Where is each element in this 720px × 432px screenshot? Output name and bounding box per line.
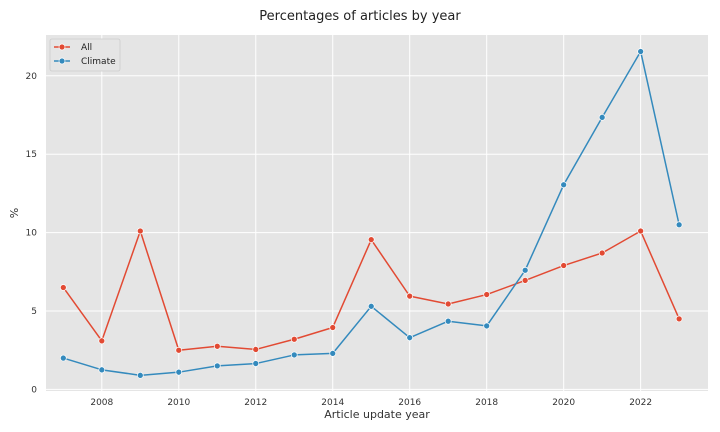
x-tick-label: 2010 xyxy=(167,398,190,408)
data-point-climate xyxy=(252,360,260,367)
data-point-climate xyxy=(637,48,644,55)
data-point-all xyxy=(213,342,221,350)
data-point-all xyxy=(521,277,529,284)
data-point-all xyxy=(252,346,260,353)
data-point-all xyxy=(329,324,337,331)
x-tick-label: 2008 xyxy=(90,398,113,408)
data-point-climate xyxy=(136,371,144,379)
data-point-all xyxy=(560,262,568,269)
y-tick-label: 10 xyxy=(26,229,38,239)
data-point-all xyxy=(406,292,414,300)
data-point-climate xyxy=(406,334,414,342)
data-point-all xyxy=(290,335,298,343)
y-tick-label: 15 xyxy=(26,150,37,160)
data-point-all xyxy=(175,346,183,354)
data-point-climate xyxy=(367,302,375,310)
data-point-all xyxy=(59,284,67,291)
data-point-all xyxy=(136,227,144,235)
plot-background xyxy=(46,35,708,391)
data-point-climate xyxy=(59,354,67,362)
data-point-climate xyxy=(290,351,298,359)
x-tick-label: 2012 xyxy=(244,398,267,408)
legend-marker-all xyxy=(58,43,66,51)
x-tick-label: 2020 xyxy=(552,398,575,408)
y-axis-label: % xyxy=(8,208,21,218)
data-point-climate xyxy=(560,181,568,189)
data-point-climate xyxy=(329,350,337,357)
legend-marker-climate xyxy=(58,57,66,65)
data-point-all xyxy=(98,337,106,345)
data-point-all xyxy=(637,227,644,235)
x-axis-label: Article update year xyxy=(324,408,430,421)
y-tick-label: 5 xyxy=(31,307,37,317)
data-point-climate xyxy=(98,366,106,374)
legend-label-climate: Climate xyxy=(81,57,116,67)
tick-labels: 2008 2010 2012 2014 2016 2018 2020 2022 0 5 10 15 20 xyxy=(26,72,653,408)
legend-label-all: All xyxy=(81,43,92,53)
x-tick-label: 2016 xyxy=(398,398,421,408)
data-point-climate xyxy=(521,266,529,274)
y-tick-label: 0 xyxy=(31,385,37,395)
data-point-climate xyxy=(213,362,221,370)
series-layer xyxy=(59,48,683,379)
data-point-all xyxy=(367,236,375,244)
y-tick-label: 20 xyxy=(26,72,38,82)
data-point-climate xyxy=(444,317,452,325)
x-tick-label: 2014 xyxy=(321,398,344,408)
data-point-climate xyxy=(675,221,683,229)
data-point-all xyxy=(483,291,491,298)
x-tick-label: 2018 xyxy=(475,398,498,408)
data-point-climate xyxy=(598,113,606,121)
legend: All Climate xyxy=(49,38,121,72)
data-point-climate xyxy=(483,322,491,330)
data-point-all xyxy=(598,249,606,257)
chart-title: Percentages of articles by year xyxy=(259,9,461,24)
x-tick-label: 2022 xyxy=(629,398,652,408)
data-point-all xyxy=(675,315,683,323)
data-point-all xyxy=(444,300,452,308)
data-point-climate xyxy=(175,368,183,376)
grid-lines xyxy=(46,35,708,391)
